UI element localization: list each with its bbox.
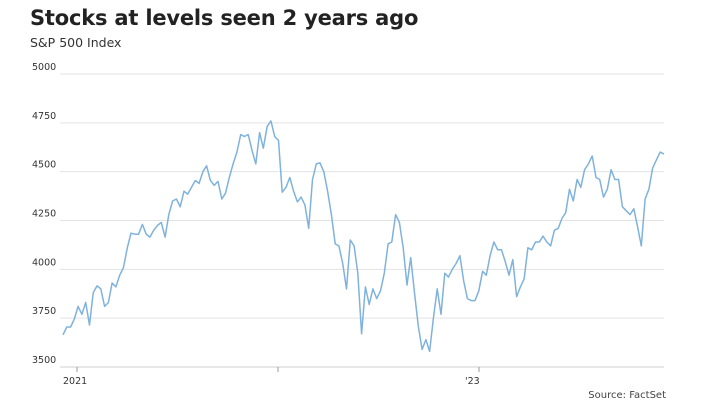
- series-layer: [62, 120, 665, 353]
- y-tick-label-5000: 5000: [32, 62, 56, 73]
- source-note: Source: FactSet: [588, 390, 666, 401]
- chart-title: Stocks at levels seen 2 years ago: [30, 6, 419, 30]
- chart-subtitle: S&P 500 Index: [30, 35, 122, 50]
- y-tick-label-4000: 4000: [32, 257, 56, 268]
- y-tick-label-4500: 4500: [32, 160, 56, 171]
- x-tick-label-2021: 2021: [63, 376, 87, 387]
- series-line-0: [62, 120, 665, 353]
- x-tick-label-2023: '23: [465, 376, 480, 387]
- x-axis: 2021 '23: [60, 366, 664, 387]
- gridlines: [60, 73, 664, 319]
- y-tick-labels: 3500 3750 4000 4250 4500 4750 5000: [32, 62, 56, 366]
- y-tick-label-3750: 3750: [32, 306, 56, 317]
- y-tick-label-4250: 4250: [32, 209, 56, 220]
- y-tick-label-3500: 3500: [32, 355, 56, 366]
- y-tick-label-4750: 4750: [32, 111, 56, 122]
